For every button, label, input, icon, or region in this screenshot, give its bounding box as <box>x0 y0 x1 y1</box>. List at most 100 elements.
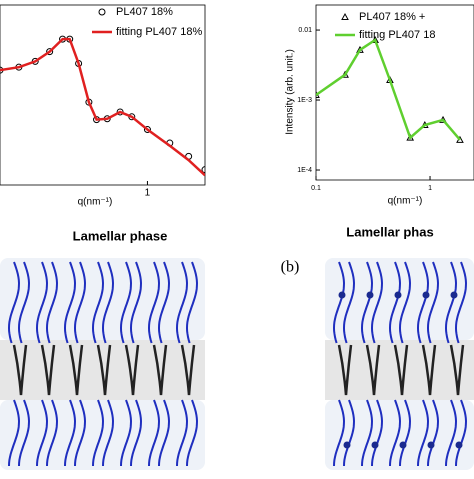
y-tick-label: 0.01 <box>298 27 312 34</box>
fit-line <box>0 37 205 177</box>
x-axis-label: q(nm⁻¹) <box>388 196 423 207</box>
chain <box>102 399 115 467</box>
chain <box>371 399 384 467</box>
data-point <box>201 166 205 174</box>
layer-box <box>0 258 205 340</box>
chain <box>35 261 49 344</box>
particle <box>343 441 351 449</box>
chain <box>40 344 56 396</box>
legend-label: fitting PL407 18 <box>359 29 435 41</box>
chain <box>185 261 199 344</box>
legend-marker <box>341 12 349 20</box>
particle <box>371 441 379 449</box>
legend-label: PL407 18% + <box>359 11 425 23</box>
chain <box>46 399 59 467</box>
chain <box>398 261 412 344</box>
chain <box>399 399 412 467</box>
chain <box>129 261 143 344</box>
chain <box>455 399 468 467</box>
chain <box>148 399 161 467</box>
x-axis-label: q(nm⁻¹) <box>78 197 113 208</box>
chain <box>176 399 189 467</box>
chain <box>64 399 77 467</box>
chain <box>74 399 87 467</box>
particle <box>338 291 346 299</box>
chain <box>124 344 140 396</box>
particle <box>427 441 435 449</box>
data-point <box>143 126 151 134</box>
fit-line <box>316 38 461 141</box>
x-tick-label: 1 <box>145 188 151 199</box>
chain <box>342 261 356 344</box>
chain <box>17 261 31 344</box>
chain <box>158 399 171 467</box>
chain <box>444 261 458 344</box>
chain <box>175 261 189 344</box>
chain <box>365 344 381 396</box>
chain <box>449 344 465 396</box>
chain <box>130 399 143 467</box>
chain <box>332 261 346 344</box>
y-tick-label: 1E-3 <box>297 97 312 104</box>
y-axis-label: Intensity (arb. unit.) <box>285 49 296 135</box>
chain <box>7 261 21 344</box>
chain <box>152 344 168 396</box>
chain <box>361 399 374 467</box>
particle <box>422 291 430 299</box>
particle <box>450 291 458 299</box>
chain <box>119 261 133 344</box>
chain <box>343 399 356 467</box>
chain <box>445 399 458 467</box>
legend-label: fitting PL407 18% <box>116 26 202 38</box>
diagram-title: Lamellar phas <box>346 224 433 239</box>
chain <box>101 261 115 344</box>
layer-box <box>0 400 205 470</box>
panel-label: (b) <box>281 259 300 276</box>
chain <box>417 399 430 467</box>
chain <box>120 399 133 467</box>
chain <box>393 344 409 396</box>
chain <box>370 261 384 344</box>
chain <box>180 344 196 396</box>
chain <box>421 344 437 396</box>
chain <box>416 261 430 344</box>
diagram-title: Lamellar phase <box>73 228 168 243</box>
chain <box>186 399 199 467</box>
particle <box>455 441 463 449</box>
chain <box>426 261 440 344</box>
chain <box>12 344 28 396</box>
particle <box>394 291 402 299</box>
y-tick-label: 1E-4 <box>297 167 312 174</box>
plot-area <box>0 35 205 177</box>
plot-frame <box>0 4 206 186</box>
chain <box>18 399 31 467</box>
chain <box>427 399 440 467</box>
chain <box>96 344 112 396</box>
chain <box>389 399 402 467</box>
x-tick-label: 0.1 <box>311 185 321 192</box>
x-tick-label: 1 <box>428 185 432 192</box>
chain <box>388 261 402 344</box>
chain <box>337 344 353 396</box>
chain <box>147 261 161 344</box>
chain <box>454 261 468 344</box>
particle <box>399 441 407 449</box>
chain <box>63 261 77 344</box>
chain <box>360 261 374 344</box>
chain <box>45 261 59 344</box>
data-point <box>46 48 54 56</box>
legend-marker <box>98 8 106 16</box>
chain <box>92 399 105 467</box>
chain <box>333 399 346 467</box>
chain <box>157 261 171 344</box>
particle <box>366 291 374 299</box>
chain <box>73 261 87 344</box>
chain <box>91 261 105 344</box>
chain <box>36 399 49 467</box>
chain <box>68 344 84 396</box>
chain <box>8 399 21 467</box>
plot-area <box>316 35 464 143</box>
legend-label: PL407 18% <box>116 6 173 18</box>
